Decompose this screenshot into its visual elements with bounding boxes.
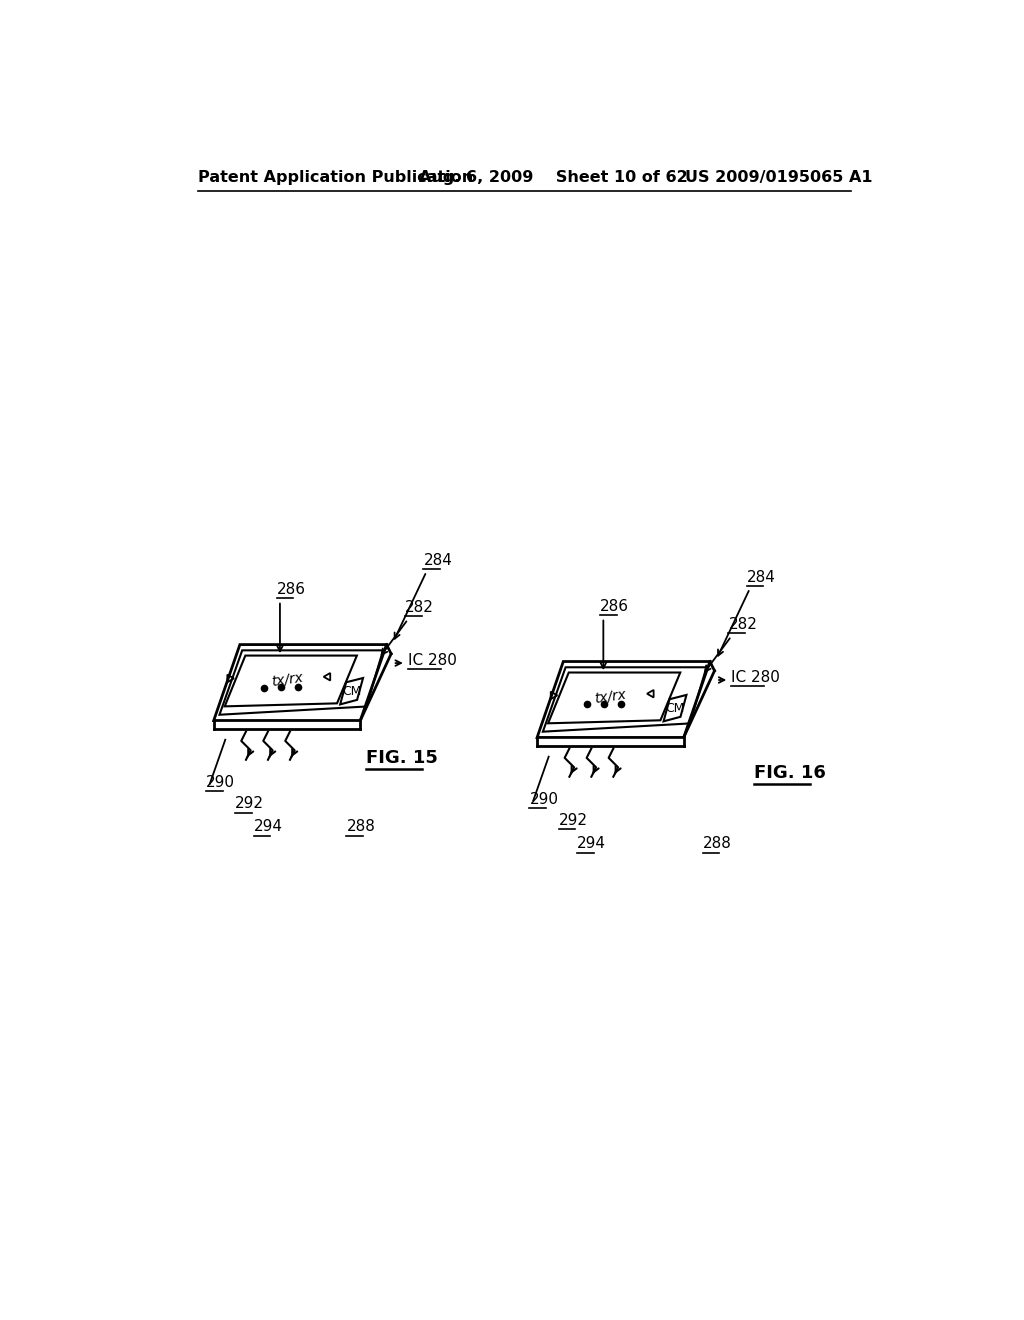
Text: 284: 284: [424, 553, 453, 568]
Text: FIG. 15: FIG. 15: [367, 748, 438, 767]
Text: tx/rx: tx/rx: [270, 671, 303, 688]
Text: IC 280: IC 280: [731, 669, 780, 685]
Text: CM: CM: [666, 702, 685, 715]
Text: Patent Application Publication: Patent Application Publication: [199, 170, 473, 185]
Text: 286: 286: [276, 582, 306, 597]
Text: 288: 288: [703, 837, 732, 851]
Text: FIG. 16: FIG. 16: [755, 764, 826, 781]
Text: 294: 294: [254, 820, 283, 834]
Text: tx/rx: tx/rx: [594, 686, 627, 705]
Text: 282: 282: [404, 601, 434, 615]
Text: 288: 288: [346, 820, 376, 834]
Text: US 2009/0195065 A1: US 2009/0195065 A1: [685, 170, 872, 185]
Text: CM: CM: [342, 685, 361, 698]
Text: 292: 292: [236, 796, 264, 812]
Text: 290: 290: [529, 792, 558, 807]
Text: 284: 284: [746, 569, 776, 585]
Text: 282: 282: [728, 618, 758, 632]
Text: 292: 292: [559, 813, 588, 829]
Text: IC 280: IC 280: [408, 652, 457, 668]
Text: 294: 294: [578, 837, 606, 851]
Text: Aug. 6, 2009    Sheet 10 of 62: Aug. 6, 2009 Sheet 10 of 62: [419, 170, 688, 185]
Text: 286: 286: [600, 599, 630, 614]
Text: 290: 290: [206, 775, 236, 789]
